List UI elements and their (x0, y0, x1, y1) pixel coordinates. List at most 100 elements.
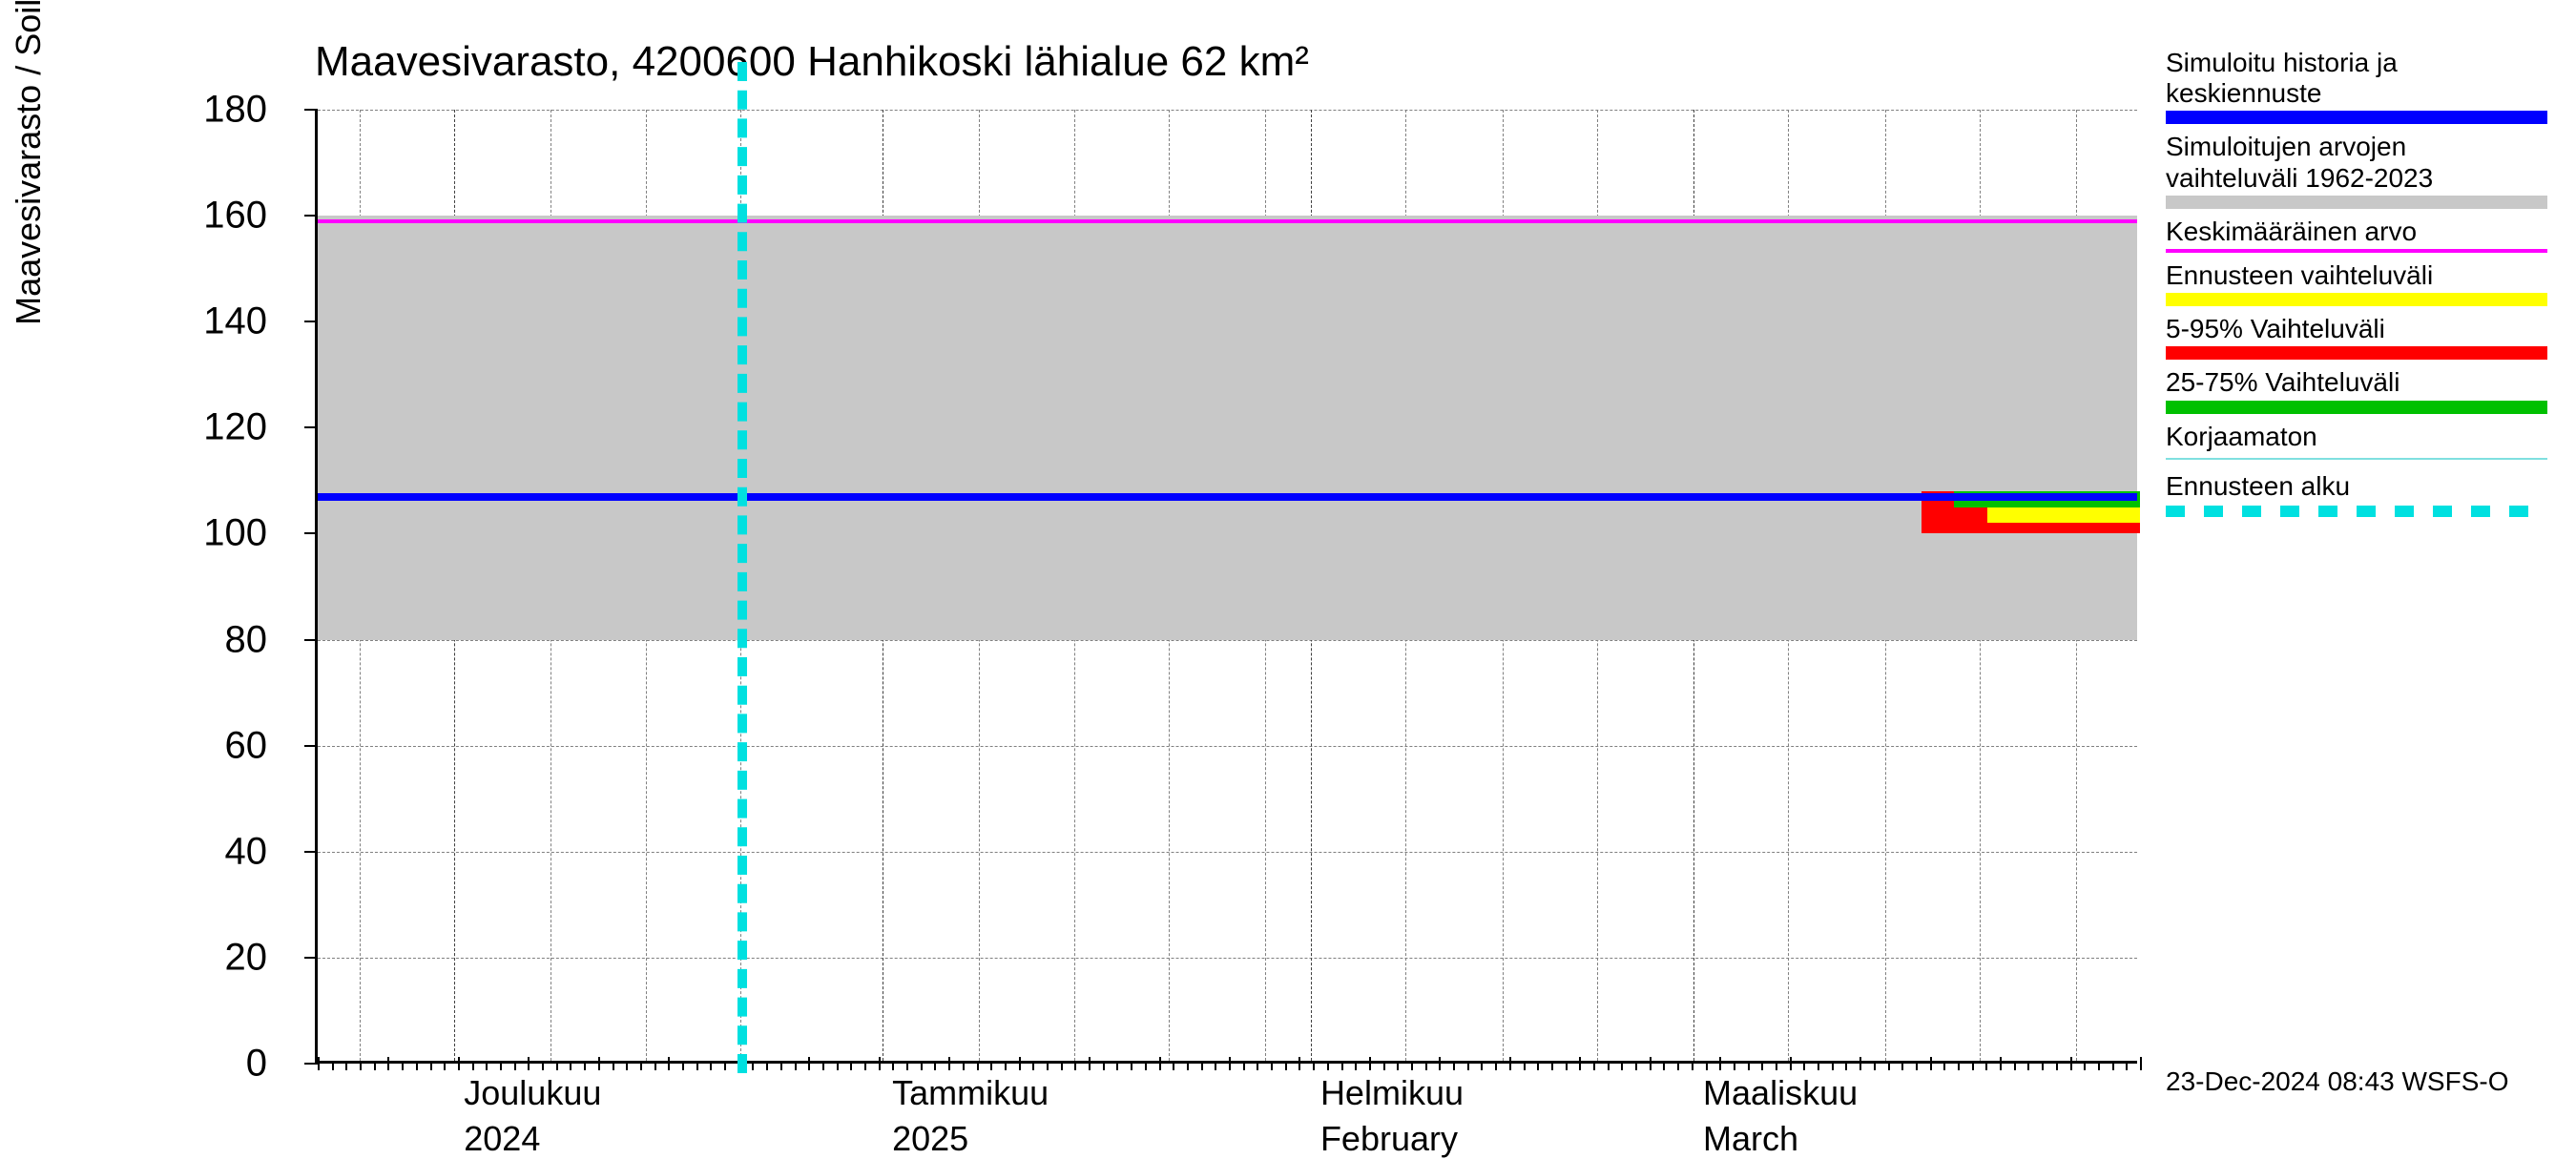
x-tick (1298, 1057, 1300, 1070)
x-tick (808, 1057, 810, 1070)
x-tick (1776, 1063, 1777, 1070)
x-tick (1467, 1063, 1469, 1070)
y-tick-label: 180 (172, 89, 267, 132)
grid-h (318, 958, 2137, 959)
x-tick (332, 1063, 334, 1070)
x-tick (402, 1063, 404, 1070)
x-tick (2070, 1057, 2072, 1070)
chart-title: Maavesivarasto, 4200600 Hanhikoski lähia… (315, 38, 1309, 86)
x-tick (1495, 1063, 1497, 1070)
x-tick (1243, 1063, 1245, 1070)
forecast-start-line (737, 62, 747, 1073)
y-tick (304, 851, 318, 853)
x-tick (1916, 1063, 1918, 1070)
x-tick (1397, 1063, 1399, 1070)
x-tick (724, 1063, 726, 1070)
y-tick-label: 20 (172, 936, 267, 979)
x-tick (1677, 1063, 1679, 1070)
x-tick (514, 1063, 516, 1070)
x-tick (1608, 1063, 1610, 1070)
x-tick (1159, 1057, 1161, 1070)
gray-band (318, 216, 2137, 639)
x-tick (360, 1063, 362, 1070)
x-tick (1173, 1063, 1174, 1070)
x-tick (795, 1063, 797, 1070)
x-tick (318, 1057, 320, 1070)
legend-swatch (2166, 293, 2547, 306)
x-tick (1790, 1057, 1792, 1070)
keskimaarainen-line (318, 219, 2137, 223)
x-tick (837, 1063, 839, 1070)
x-tick (1845, 1063, 1847, 1070)
legend-swatch (2166, 249, 2547, 253)
x-tick (1930, 1057, 1932, 1070)
y-tick (304, 109, 318, 111)
x-tick (1047, 1063, 1049, 1070)
x-tick (1761, 1063, 1763, 1070)
x-tick (1187, 1063, 1189, 1070)
y-tick-label: 60 (172, 724, 267, 767)
x-tick (430, 1063, 432, 1070)
legend: Simuloitu historia jakeskiennuste Simuloi… (2166, 48, 2547, 521)
x-tick (1341, 1063, 1343, 1070)
grid-h (318, 110, 2137, 111)
x-tick (2112, 1063, 2114, 1070)
x-tick (598, 1057, 600, 1070)
x-tick (892, 1063, 894, 1070)
x-tick (850, 1063, 852, 1070)
x-tick-sublabel: February (1320, 1119, 1458, 1159)
legend-swatch (2166, 346, 2547, 360)
x-tick (1874, 1063, 1876, 1070)
x-tick (1888, 1063, 1890, 1070)
x-tick (613, 1063, 614, 1070)
x-tick-sublabel: 2025 (892, 1119, 968, 1159)
x-tick (1734, 1063, 1735, 1070)
x-tick (1958, 1063, 1960, 1070)
legend-item: Ennusteen vaihteluväli (2166, 260, 2547, 306)
x-tick (1201, 1063, 1203, 1070)
x-tick (654, 1063, 656, 1070)
legend-swatch (2166, 458, 2547, 460)
y-tick-label: 0 (172, 1043, 267, 1086)
x-tick (1074, 1063, 1076, 1070)
x-tick (1439, 1057, 1441, 1070)
legend-text: Korjaamaton (2166, 422, 2547, 452)
legend-text: Keskimääräinen arvo (2166, 217, 2547, 247)
x-tick (921, 1063, 923, 1070)
y-tick (304, 426, 318, 428)
x-tick (556, 1063, 558, 1070)
x-tick (822, 1063, 824, 1070)
legend-text: Ennusteen vaihteluväli (2166, 260, 2547, 291)
x-tick (640, 1063, 642, 1070)
legend-item: Simuloitu historia jakeskiennuste (2166, 48, 2547, 124)
x-tick (1032, 1063, 1034, 1070)
x-tick (345, 1063, 347, 1070)
x-tick (458, 1057, 460, 1070)
x-tick (1551, 1063, 1553, 1070)
y-tick-label: 100 (172, 512, 267, 555)
x-tick (780, 1063, 782, 1070)
x-tick (2140, 1057, 2142, 1070)
x-tick (500, 1063, 502, 1070)
x-tick (977, 1063, 979, 1070)
x-tick (416, 1063, 418, 1070)
y-tick (304, 215, 318, 217)
x-tick (710, 1063, 712, 1070)
legend-item: Simuloitujen arvojenvaihteluväli 1962-20… (2166, 132, 2547, 208)
legend-text: Ennusteen alku (2166, 471, 2547, 502)
x-tick (387, 1057, 389, 1070)
y-tick-label: 80 (172, 618, 267, 661)
x-tick-sublabel: 2024 (464, 1119, 540, 1159)
x-tick (1425, 1063, 1427, 1070)
grid-h (318, 746, 2137, 747)
legend-swatch (2166, 401, 2547, 414)
legend-swatch (2166, 196, 2547, 209)
x-tick (963, 1063, 965, 1070)
x-tick (1901, 1063, 1903, 1070)
x-tick (1593, 1063, 1595, 1070)
x-tick (752, 1063, 754, 1070)
x-tick (1257, 1063, 1258, 1070)
x-tick (1285, 1063, 1287, 1070)
legend-text: 25-75% Vaihteluväli (2166, 367, 2547, 398)
x-tick (1972, 1063, 1974, 1070)
